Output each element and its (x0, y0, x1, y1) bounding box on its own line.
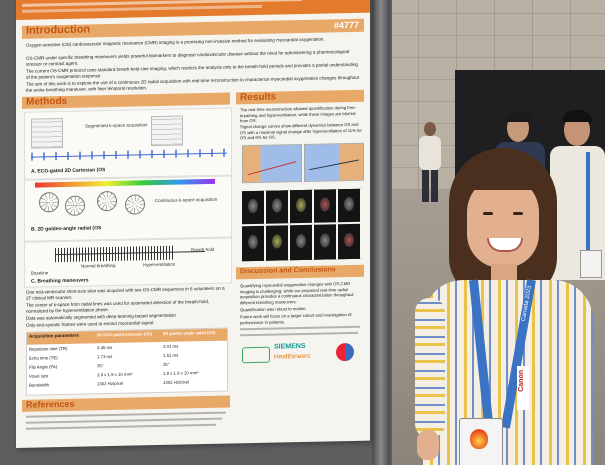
mri-image-grid (242, 188, 362, 262)
reference-line-1 (26, 411, 226, 418)
table-row-voxel-cart: 1.9 x 1.9 x 10 mm³ (97, 371, 133, 378)
methods-diagram-a: Segmented k-space acquisition A. ECG-gat… (24, 107, 232, 180)
table-row-te-rad: 1.51 ms (163, 352, 179, 358)
table-row-bw-cart: 1302 Hz/pixel (97, 380, 124, 387)
table-row-bw-label: Bandwidth (29, 382, 50, 388)
kspace-stack-icon-2 (151, 115, 183, 147)
presenter-shirt (423, 280, 593, 465)
radial-spoke-2 (65, 195, 85, 216)
logo-row: SIEMENS Healthineers (242, 339, 364, 368)
lanyard-brand: Canon (517, 366, 529, 410)
diagram-b-label: B. 2D golden-angle radial (OS (31, 225, 102, 233)
methods-heading: Methods (26, 95, 68, 108)
presenter-eye-right (513, 212, 523, 215)
logo-siemens: SIEMENS Healthineers (274, 341, 330, 364)
presenter-hand (417, 430, 439, 460)
logo-bern (336, 342, 354, 362)
references-heading: References (26, 398, 75, 410)
continuous-label: Continuous k-space acquisition (155, 196, 218, 204)
table-row-fa-label: Flip Angle (FA) (29, 364, 58, 370)
radial-spoke-1 (39, 192, 59, 213)
normal-breathing-label: Normal breathing (81, 262, 116, 269)
discussion-line-5 (240, 331, 358, 337)
reference-line-3 (26, 423, 216, 430)
siemens-logo-text: SIEMENS (274, 342, 306, 351)
results-signal-chart-2 (304, 142, 364, 182)
table-row-fa-cart: 35° (97, 363, 104, 369)
background-person-right (550, 110, 605, 280)
results-heading: Results (240, 91, 277, 104)
table-row-te-label: Echo time (TE) (29, 355, 58, 361)
results-line-2: Signal change curves show different dyna… (240, 121, 362, 141)
background-person-left (418, 122, 442, 202)
discussion-line-4 (240, 325, 360, 331)
healthineers-logo-text: Healthineers (274, 352, 311, 361)
kspace-stack-icon (31, 118, 63, 149)
presenter-arm-left (415, 298, 445, 438)
segmented-label: Segmented k-space acquisition (85, 122, 148, 129)
poster-number: #4777 (334, 19, 360, 31)
diagram-a-label: A. ECG-gated 2D Cartesian (OS (31, 167, 106, 175)
intro-heading: Introduction (26, 23, 91, 37)
table-row-tr-cart: 3.45 ms (97, 344, 113, 351)
baseline-label: Baseline (31, 270, 49, 276)
rainbow-bar (35, 178, 215, 188)
table-row-voxel-label: Voxel size (29, 373, 49, 379)
table-row-fa-rad: 35° (163, 361, 170, 367)
presenter-eye-left (483, 212, 493, 215)
poster: Introduction #4777 Oxygen-sensitive (OS)… (16, 0, 370, 449)
presenter: Canada 2023 Canon (415, 148, 605, 465)
logo-chuv (242, 346, 270, 364)
diagram-c-label: C. Breathing maneuvers (31, 277, 89, 285)
presenter-hair-fringe (461, 156, 545, 190)
hyperventilation-label: Hyperventilation (143, 261, 176, 268)
lanyard-brand-text: Canon (518, 370, 525, 392)
discussion-line-1: Quantifying myocardial oxygenation chang… (240, 281, 354, 305)
table-row-tr-rad: 3.01 ms (163, 343, 179, 349)
breath-hold-label: Breath-hold (191, 246, 215, 253)
presenter-face (467, 176, 539, 268)
name-badge (459, 418, 503, 465)
badge-flame-icon (470, 429, 488, 449)
table-row-bw-rad: 1302 Hz/pixel (163, 379, 190, 385)
radial-spoke-4 (125, 194, 145, 215)
board-side-post (372, 0, 390, 465)
reference-line-2 (26, 417, 222, 424)
radial-spoke-3 (97, 190, 117, 212)
table-row-voxel-rad: 1.9 x 1.9 x 10 mm³ (163, 370, 199, 376)
breathing-maneuver-diagram: Normal breathing Hyperventilation Breath… (24, 237, 232, 288)
table-row-tr-label: Repetition time (TR) (29, 345, 68, 352)
acquisition-table: Acquisition parameters 2D ECG-gated cart… (26, 327, 228, 396)
methods-diagram-b: Continuous k-space acquisition B. 2D gol… (24, 175, 232, 242)
table-row-te-cart: 1.73 ms (97, 353, 113, 360)
results-signal-chart-1 (242, 144, 302, 184)
discussion-line-3: Future work will focus on a larger cohor… (240, 311, 352, 325)
results-line-1: The real-time reconstruction allowed qua… (240, 104, 356, 124)
